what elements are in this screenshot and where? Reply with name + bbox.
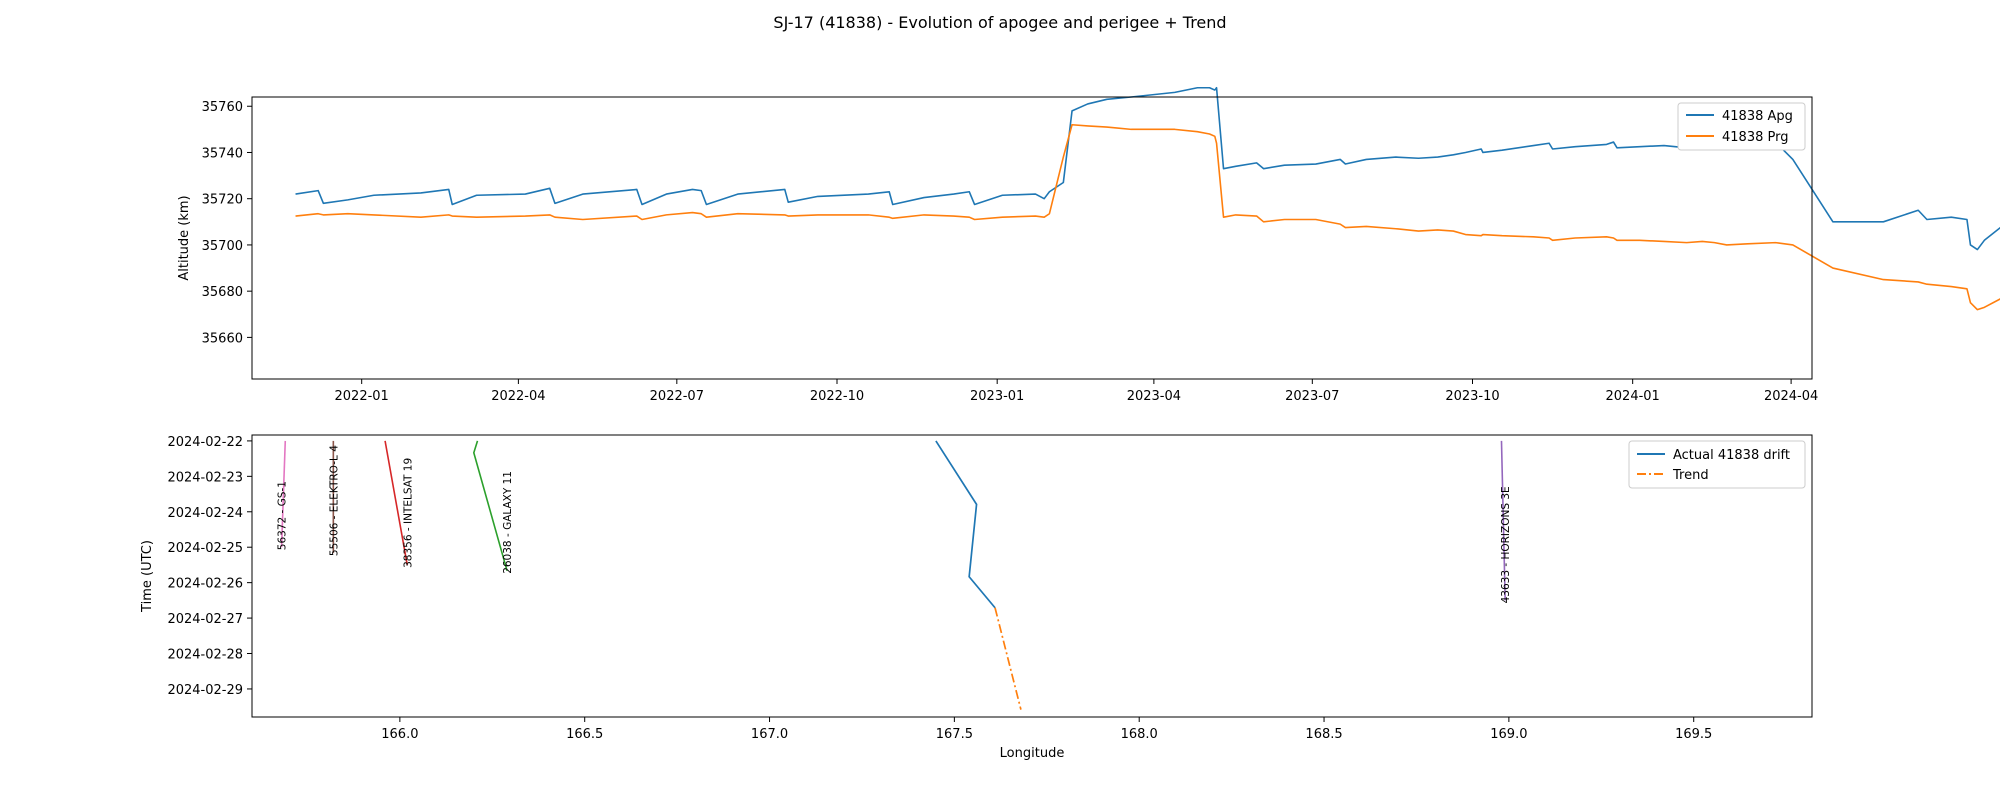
y-tick-label: 35700: [202, 239, 243, 254]
legend-label-apogee: 41838 Apg: [1722, 109, 1793, 124]
neighbor-track-3: [384, 440, 409, 566]
x-tick-label: 2024-01: [1606, 389, 1660, 404]
y-tick-label: 2024-02-26: [167, 577, 243, 592]
apogee-perigee-plot-area: [295, 86, 2000, 311]
x-tick-label: 2024-04: [1764, 389, 1818, 404]
x-tick-label: 2022-07: [650, 389, 704, 404]
drift-ylabel: Time (UTC): [140, 540, 155, 613]
series-line-trend: [994, 607, 1022, 710]
apogee-perigee-ylabel: Altitude (km): [177, 195, 192, 280]
x-tick-label: 2022-10: [810, 389, 864, 404]
y-tick-label: 2024-02-23: [167, 470, 243, 485]
figure-title: SJ-17 (41838) - Evolution of apogee and …: [773, 13, 1226, 32]
neighbor-track-5: [1500, 440, 1506, 601]
x-tick-label: 169.5: [1675, 727, 1712, 742]
y-tick-label: 35660: [202, 331, 243, 346]
x-tick-label: 2022-01: [335, 389, 389, 404]
legend-box: [1628, 440, 1806, 489]
apogee-perigee-frame: [251, 96, 1813, 380]
legend-label-actual-drift: Actual 41838 drift: [1673, 448, 1790, 463]
neighbor-label: 43633 - HORIZONS 3E: [1500, 486, 1512, 603]
x-tick-label: 167.5: [936, 727, 973, 742]
x-tick-label: 168.0: [1121, 727, 1158, 742]
y-tick-label: 35740: [202, 146, 243, 161]
x-tick-label: 167.0: [751, 727, 788, 742]
y-tick-label: 35680: [202, 285, 243, 300]
y-tick-label: 2024-02-24: [167, 506, 243, 521]
series-line-apogee: [295, 86, 2000, 251]
x-tick-label: 2023-10: [1445, 389, 1499, 404]
x-tick-label: 2023-04: [1127, 389, 1181, 404]
apogee-perigee-y-ticks: 35660 35680 35700 35720 35740 35760: [202, 100, 252, 346]
legend-label-trend: Trend: [1672, 468, 1709, 483]
x-tick-label: 2023-07: [1285, 389, 1339, 404]
x-tick-label: 169.0: [1490, 727, 1527, 742]
y-tick-label: 2024-02-25: [167, 541, 243, 556]
y-tick-label: 2024-02-27: [167, 612, 243, 627]
y-tick-label: 35720: [202, 193, 243, 208]
drift-legend: Actual 41838 drift Trend: [1628, 440, 1806, 489]
neighbor-label: 38356 - INTELSAT 19: [402, 458, 414, 568]
x-tick-label: 2022-04: [491, 389, 545, 404]
drift-plot-area: 56372 - GS-1 55506 - ELEKTRO-L 4 38356 - I…: [277, 440, 1512, 710]
neighbor-label: 56372 - GS-1: [277, 481, 289, 550]
drift-axes: 56372 - GS-1 55506 - ELEKTRO-L 4 38356 - I…: [140, 434, 1813, 761]
series-line-perigee: [295, 123, 2000, 311]
apogee-perigee-axes: 2022-01 2022-04 2022-07 2022-10 2023-01 2023-…: [177, 86, 2000, 404]
y-tick-label: 2024-02-29: [167, 683, 243, 698]
y-tick-label: 2024-02-28: [167, 648, 243, 663]
x-tick-label: 2023-01: [970, 389, 1024, 404]
x-tick-label: 166.5: [566, 727, 603, 742]
neighbor-track-4: [472, 440, 508, 572]
drift-x-ticks: 166.0 166.5 167.0 167.5 168.0 168.5 169.0 169.5: [381, 717, 1712, 742]
apogee-perigee-x-ticks: 2022-01 2022-04 2022-07 2022-10 2023-01 2023-…: [335, 379, 1818, 404]
apogee-perigee-legend: 41838 Apg 41838 Prg: [1677, 102, 1806, 151]
drift-frame: [251, 434, 1813, 718]
neighbor-track-1: [280, 440, 287, 548]
x-tick-label: 166.0: [381, 727, 418, 742]
y-tick-label: 2024-02-22: [167, 435, 243, 450]
neighbor-label: 55506 - ELEKTRO-L 4: [328, 445, 340, 556]
drift-y-ticks: 2024-02-22 2024-02-23 2024-02-24 2024-02-25…: [167, 435, 252, 698]
y-tick-label: 35760: [202, 100, 243, 115]
x-tick-label: 168.5: [1305, 727, 1342, 742]
neighbor-label: 26038 - GALAXY 11: [502, 471, 514, 574]
legend-label-perigee: 41838 Prg: [1722, 130, 1788, 145]
drift-xlabel: Longitude: [1000, 746, 1065, 761]
series-line-actual-drift: [935, 440, 996, 609]
